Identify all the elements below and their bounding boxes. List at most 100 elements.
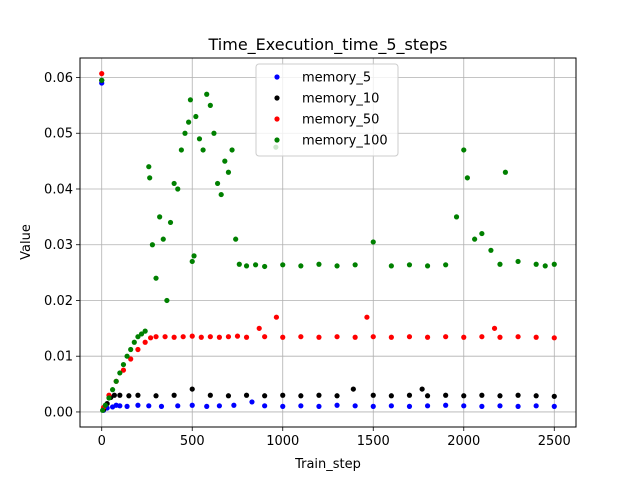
data-point-memory-10 (298, 393, 304, 399)
data-point-memory-100 (117, 370, 123, 376)
data-point-memory-100 (200, 147, 206, 153)
data-point-memory-100 (316, 261, 322, 267)
data-point-memory-100 (178, 147, 184, 153)
data-point-memory-10 (515, 392, 521, 398)
legend-marker-memory-5 (274, 74, 280, 80)
data-point-memory-100 (464, 175, 470, 181)
data-point-memory-100 (262, 263, 268, 270)
legend-label-memory-50: memory_50 (302, 113, 379, 128)
data-point-memory-100 (472, 236, 478, 242)
data-point-memory-100 (533, 261, 539, 267)
data-point-memory-100 (191, 253, 197, 259)
data-point-memory-100 (167, 219, 174, 226)
data-point-memory-100 (214, 180, 221, 187)
data-point-memory-5 (533, 403, 539, 409)
data-point-memory-50 (364, 314, 370, 320)
data-point-memory-10 (225, 393, 232, 399)
data-point-memory-50 (551, 335, 557, 341)
data-point-memory-50 (479, 334, 485, 340)
data-point-memory-50 (207, 334, 213, 340)
data-point-memory-100 (142, 328, 148, 334)
x-tick-label: 0 (98, 434, 106, 449)
data-point-memory-5 (443, 402, 449, 408)
data-point-memory-5 (479, 403, 485, 409)
data-point-memory-10 (135, 392, 141, 398)
legend-label-memory-100: memory_100 (302, 134, 388, 149)
data-point-memory-100 (131, 339, 137, 345)
data-point-memory-100 (187, 97, 194, 103)
plot-points (99, 71, 557, 413)
data-point-memory-10 (350, 386, 356, 392)
data-point-memory-100 (99, 77, 105, 83)
legend-label-memory-5: memory_5 (302, 71, 371, 86)
data-point-memory-50 (120, 367, 127, 373)
y-tick-label: 0.05 (44, 127, 73, 142)
data-point-memory-50 (99, 71, 105, 77)
x-tick-label: 2000 (447, 434, 480, 449)
y-tick-label: 0.06 (44, 71, 73, 86)
data-point-memory-50 (180, 334, 186, 340)
data-point-memory-10 (117, 392, 123, 398)
data-point-memory-10 (388, 393, 394, 399)
data-point-memory-100 (124, 353, 130, 359)
data-point-memory-100 (147, 175, 153, 181)
data-point-memory-100 (204, 91, 210, 97)
data-point-memory-10 (111, 392, 117, 398)
data-point-memory-100 (153, 275, 159, 281)
data-point-memory-100 (370, 239, 376, 245)
y-tick-label: 0.00 (44, 405, 73, 420)
data-point-memory-5 (135, 402, 141, 408)
data-point-memory-10 (280, 392, 286, 398)
y-tick-label: 0.01 (44, 350, 73, 365)
data-point-memory-50 (461, 334, 467, 340)
data-point-memory-50 (298, 334, 304, 340)
data-point-memory-50 (443, 334, 449, 340)
data-point-memory-100 (461, 147, 467, 153)
data-point-memory-5 (424, 403, 431, 409)
data-point-memory-10 (406, 392, 413, 398)
data-point-memory-50 (147, 335, 154, 341)
data-point-memory-5 (231, 402, 237, 408)
y-axis-label: Value (19, 224, 34, 260)
data-point-memory-50 (515, 334, 521, 340)
data-point-memory-5 (158, 403, 165, 409)
data-point-memory-50 (162, 334, 168, 340)
data-point-memory-100 (171, 180, 177, 187)
data-point-memory-50 (234, 333, 241, 339)
data-point-memory-10 (479, 392, 485, 398)
x-tick-label: 500 (180, 434, 205, 449)
y-tick-label: 0.04 (44, 182, 73, 197)
data-point-memory-5 (204, 403, 210, 409)
data-point-memory-100 (424, 263, 431, 269)
data-point-memory-50 (256, 325, 262, 331)
data-point-memory-100 (551, 261, 557, 267)
legend-marker-memory-10 (274, 95, 280, 101)
data-point-memory-5 (497, 403, 503, 409)
data-point-memory-10 (316, 392, 322, 398)
data-point-memory-100 (222, 158, 228, 164)
data-point-memory-100 (443, 262, 449, 268)
data-point-memory-100 (182, 130, 188, 136)
data-point-memory-100 (502, 169, 509, 175)
data-point-memory-50 (171, 334, 177, 340)
data-point-memory-100 (243, 263, 250, 269)
data-point-memory-100 (388, 263, 394, 269)
data-point-memory-100 (542, 263, 548, 269)
data-point-memory-50 (153, 334, 159, 340)
data-point-memory-5 (216, 403, 222, 409)
data-point-memory-10 (126, 393, 132, 399)
data-point-memory-50 (491, 325, 498, 331)
y-tick-label: 0.02 (44, 294, 73, 309)
data-point-memory-10 (443, 392, 449, 398)
data-point-memory-100 (106, 395, 112, 401)
data-point-memory-100 (218, 191, 224, 198)
chart-title: Time_Execution_time_5_steps (208, 35, 448, 55)
plot-frame (79, 57, 577, 428)
data-point-memory-5 (461, 403, 467, 409)
data-point-memory-100 (298, 263, 304, 269)
data-point-memory-5 (515, 403, 521, 409)
data-point-memory-100 (100, 407, 106, 413)
data-point-memory-10 (262, 393, 268, 399)
data-point-memory-50 (334, 334, 340, 340)
